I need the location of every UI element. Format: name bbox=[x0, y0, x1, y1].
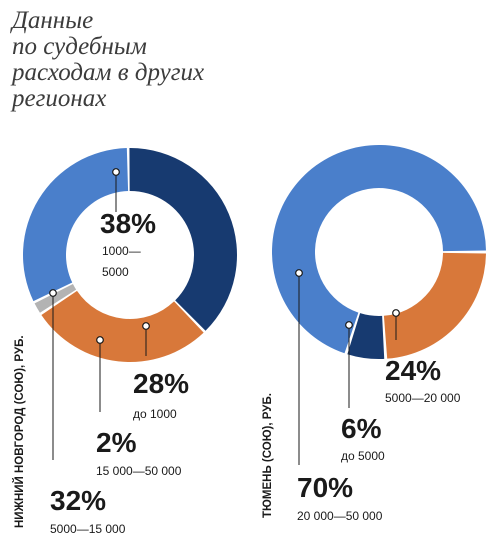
title-line: регионах bbox=[12, 85, 107, 112]
title-line: по судебным bbox=[12, 33, 147, 60]
leader-dot bbox=[345, 321, 353, 329]
slice-percent-label: 2% bbox=[96, 427, 137, 458]
donut-slice bbox=[347, 313, 385, 359]
slice-percent-label: 70% bbox=[297, 472, 353, 503]
donut-left: 38% 1000— 5000 28% до 1000 2% 15 000—50 000 32%… bbox=[22, 148, 237, 536]
slice-range-label: 5000—15 000 bbox=[50, 522, 126, 536]
slice-range-label: 5000 bbox=[102, 265, 129, 279]
donut-slice bbox=[383, 252, 486, 359]
donut-slice bbox=[34, 283, 77, 313]
donut-slice bbox=[41, 290, 204, 362]
slice-percent-label: 24% bbox=[385, 355, 441, 386]
slice-percent-label: 28% bbox=[133, 368, 189, 399]
slice-percent-label: 6% bbox=[341, 413, 382, 444]
leader-dot bbox=[295, 269, 303, 277]
title-line: расходам в других bbox=[12, 59, 205, 86]
slice-range-label: 20 000—50 000 bbox=[297, 509, 383, 523]
slice-range-label: 15 000—50 000 bbox=[96, 464, 182, 478]
slice-range-label: до 5000 bbox=[341, 449, 385, 463]
leader-dot bbox=[142, 322, 150, 330]
donut-slice bbox=[272, 144, 486, 354]
chart-title: Данные по судебным расходам в других рег… bbox=[12, 8, 204, 112]
slice-range-label: до 1000 bbox=[133, 407, 177, 421]
leader-dot bbox=[49, 289, 57, 297]
donut-slice bbox=[22, 148, 129, 302]
leader-dot bbox=[392, 309, 400, 317]
slice-range-label: 1000— bbox=[102, 244, 141, 258]
leader-dot bbox=[112, 168, 120, 176]
leader-dot bbox=[96, 336, 104, 344]
slice-range-label: 5000—20 000 bbox=[385, 391, 461, 405]
donut-slice bbox=[129, 148, 237, 331]
title-line: Данные bbox=[12, 7, 94, 34]
slice-percent-label: 38% bbox=[100, 208, 156, 239]
slice-percent-label: 32% bbox=[50, 485, 106, 516]
